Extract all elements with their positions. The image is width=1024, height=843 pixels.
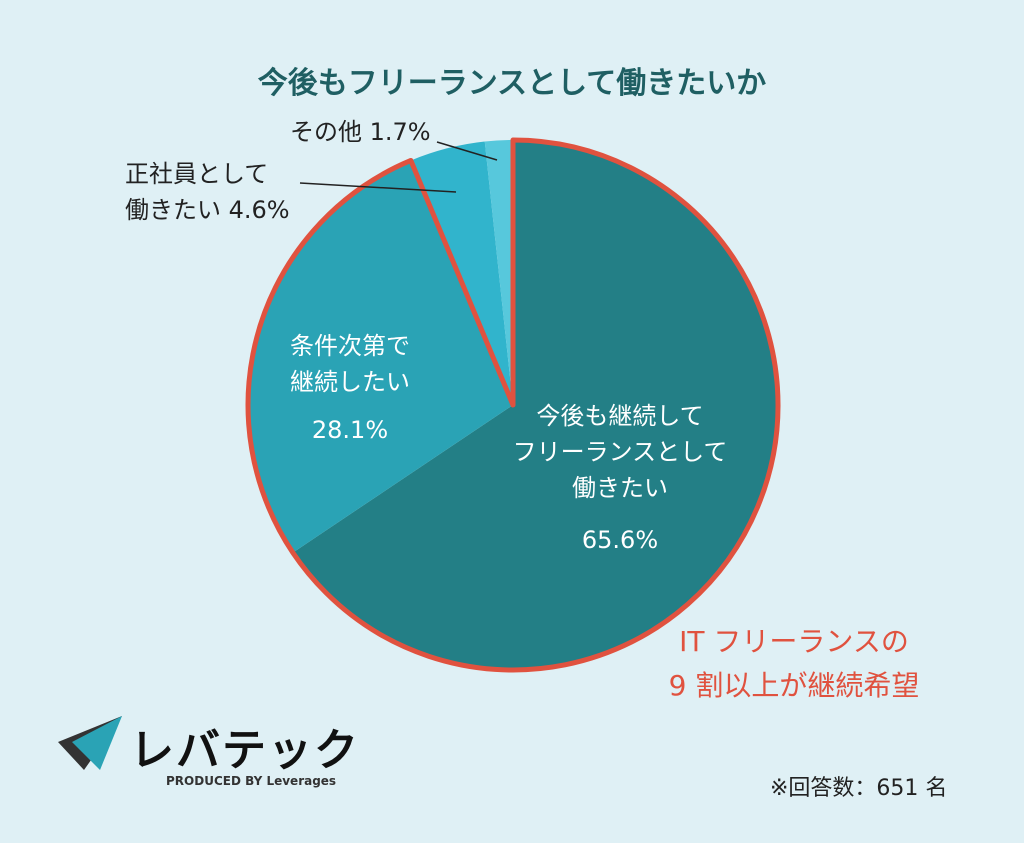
pie-slice <box>292 140 779 670</box>
slice-label: 正社員として 働きたい 4.6% <box>125 156 290 228</box>
chart-title: 今後もフリーランスとして働きたいか <box>257 66 767 101</box>
highlight-outline <box>245 137 781 673</box>
slice-label: 今後も継続して フリーランスとして 働きたい <box>512 402 728 502</box>
pie-slice <box>484 140 513 405</box>
note: ※回答数：651 名 <box>770 776 948 801</box>
pie-slice <box>248 160 514 553</box>
value-label: 1.7% <box>369 118 431 146</box>
logo-mark <box>72 716 122 770</box>
value-label: 28.1% <box>311 416 389 444</box>
category-label: 正社員として 働きたい <box>125 160 269 224</box>
annotation: IT フリーランスの 9 割以上が継続希望 <box>668 625 920 702</box>
logo-name: レバテック <box>130 725 360 776</box>
logo-tagline: PRODUCED BY Leverages <box>166 774 337 788</box>
leader-line <box>436 141 498 161</box>
category-label: その他 <box>290 118 362 146</box>
value-label: 4.6% <box>228 196 290 224</box>
slice-label: その他 1.7% <box>290 114 431 150</box>
value-label: 65.6% <box>581 526 659 554</box>
slice-label: 条件次第で 継続したい <box>290 332 410 396</box>
leader-line <box>299 182 457 193</box>
